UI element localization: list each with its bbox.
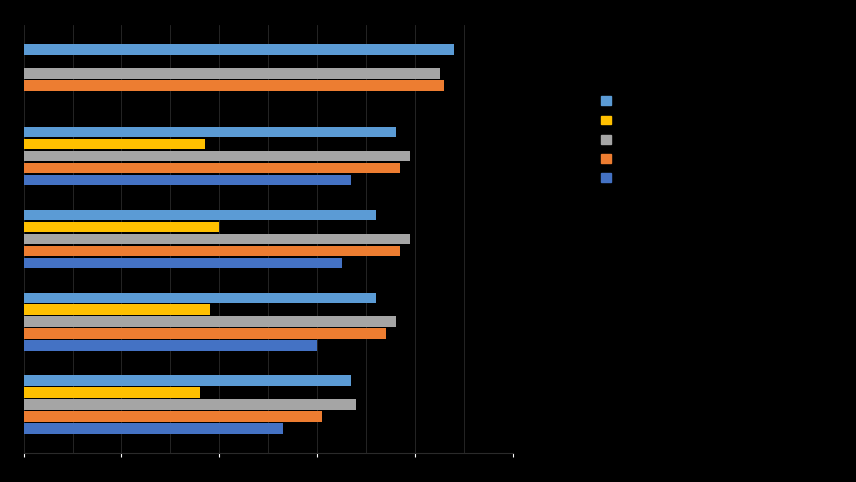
Bar	[24, 68, 440, 79]
Bar	[24, 139, 205, 149]
Bar	[24, 175, 352, 185]
Bar	[24, 340, 318, 351]
Bar	[24, 257, 342, 268]
Bar	[24, 210, 376, 220]
Bar	[24, 151, 410, 161]
Bar	[24, 411, 322, 422]
Legend: , , , , : , , , ,	[601, 95, 615, 185]
Bar	[24, 375, 352, 386]
Bar	[24, 127, 395, 137]
Bar	[24, 163, 401, 174]
Bar	[24, 317, 395, 327]
Bar	[24, 246, 401, 256]
Bar	[24, 222, 219, 232]
Bar	[24, 305, 210, 315]
Bar	[24, 388, 199, 398]
Bar	[24, 399, 356, 410]
Bar	[24, 44, 455, 54]
Bar	[24, 234, 410, 244]
Bar	[24, 293, 376, 303]
Bar	[24, 423, 283, 434]
Bar	[24, 80, 444, 91]
Bar	[24, 328, 386, 339]
